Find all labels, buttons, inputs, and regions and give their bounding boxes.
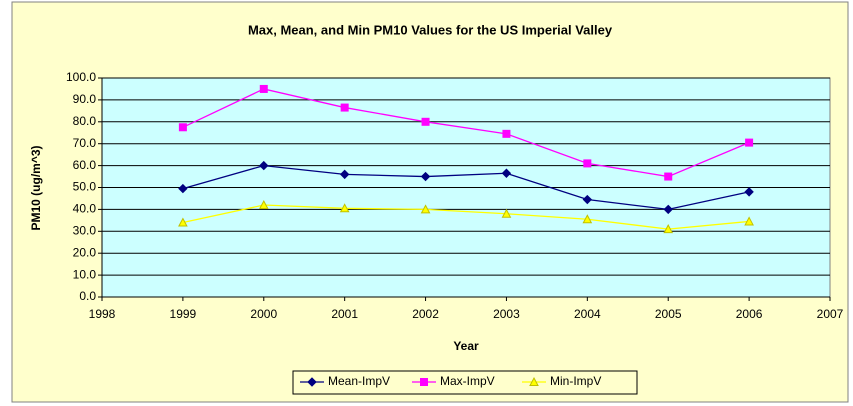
legend-marker xyxy=(420,378,428,386)
x-tick-label: 2000 xyxy=(250,307,277,321)
x-tick-label: 2006 xyxy=(736,307,763,321)
x-tick-label: 2001 xyxy=(331,307,358,321)
y-tick-label: 100.0 xyxy=(66,70,96,84)
y-tick-label: 30.0 xyxy=(73,223,97,237)
y-tick-label: 90.0 xyxy=(73,92,97,106)
x-tick-label: 1998 xyxy=(89,307,116,321)
chart-title: Max, Mean, and Min PM10 Values for the U… xyxy=(248,22,613,37)
marker xyxy=(501,208,512,218)
x-tick-label: 2007 xyxy=(817,307,844,321)
marker xyxy=(259,160,269,171)
marker xyxy=(583,159,592,168)
legend-marker xyxy=(529,376,539,386)
legend xyxy=(292,370,638,395)
marker xyxy=(258,199,269,210)
marker xyxy=(259,84,268,93)
y-tick-label: 0.0 xyxy=(79,289,96,303)
marker xyxy=(582,194,593,205)
legend-label: Max-ImpV xyxy=(440,374,495,388)
x-tick-label: 2003 xyxy=(493,307,520,321)
marker xyxy=(501,168,512,178)
legend-label: Min-ImpV xyxy=(550,374,601,388)
legend-marker xyxy=(307,377,317,387)
y-tick-label: 80.0 xyxy=(73,114,97,128)
marker xyxy=(582,214,593,224)
marker xyxy=(502,129,511,138)
marker xyxy=(339,169,350,180)
legend-label: Mean-ImpV xyxy=(328,374,390,388)
marker xyxy=(339,203,350,213)
x-tick-label: 2002 xyxy=(412,307,439,321)
series-line xyxy=(182,88,750,178)
marker xyxy=(664,172,673,181)
y-tick-label: 20.0 xyxy=(73,245,97,259)
y-tick-label: 40.0 xyxy=(73,202,97,216)
x-tick-label: 2004 xyxy=(574,307,601,321)
x-tick-label: 1999 xyxy=(170,307,197,321)
marker xyxy=(420,204,431,214)
y-tick-label: 60.0 xyxy=(73,158,97,172)
y-tick-label: 50.0 xyxy=(73,180,97,194)
marker xyxy=(178,217,188,227)
y-tick-label: 70.0 xyxy=(73,136,97,150)
y-tick-label: 10.0 xyxy=(73,267,97,281)
series-line xyxy=(182,204,750,230)
marker xyxy=(178,123,187,132)
marker xyxy=(340,103,349,112)
marker xyxy=(663,224,674,234)
x-axis-label: Year xyxy=(453,339,479,353)
marker xyxy=(744,216,754,226)
marker xyxy=(420,171,431,182)
series-line xyxy=(182,164,750,211)
marker xyxy=(178,183,188,194)
marker xyxy=(744,187,754,197)
x-tick-label: 2005 xyxy=(655,307,682,321)
y-axis-label: PM10 (ug/m^3) xyxy=(29,145,43,230)
marker xyxy=(421,117,430,126)
marker xyxy=(745,138,754,147)
marker xyxy=(663,204,673,215)
